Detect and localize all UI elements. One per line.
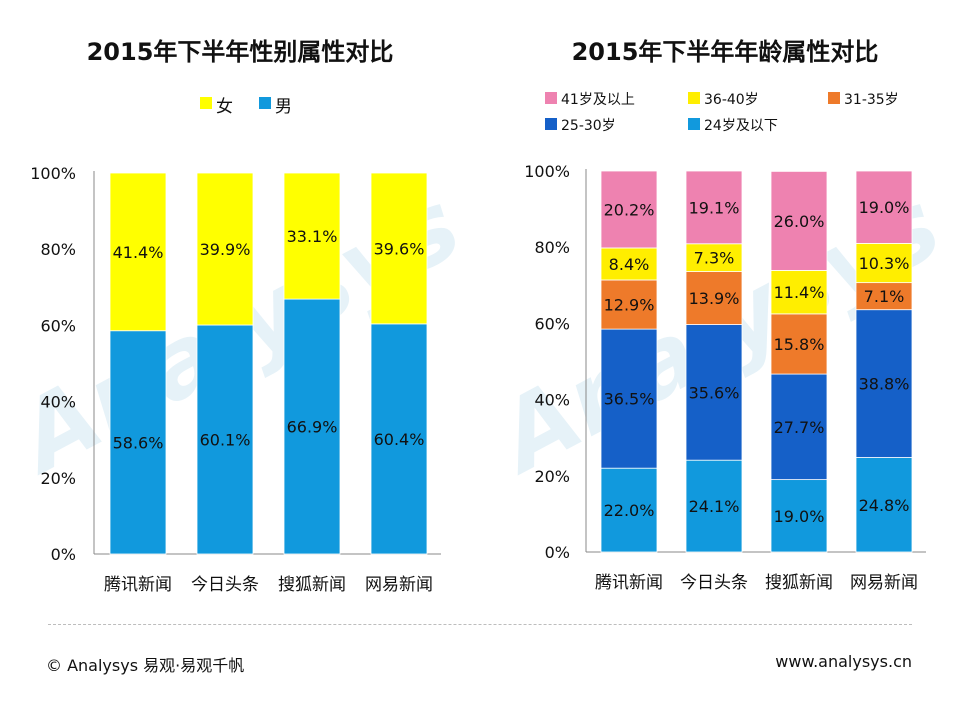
chart1-category-label-1: 腾讯新闻 xyxy=(104,575,172,595)
chart2-bar-4-seg-4 xyxy=(855,242,913,284)
chart1-bar-1-seg-2 xyxy=(109,172,167,332)
chart2-legend-swatch-4 xyxy=(545,118,557,130)
chart2-bar-4-seg-1 xyxy=(855,457,913,553)
chart2-data-label-2-4: 7.3% xyxy=(694,249,735,268)
chart1-bar-2-seg-2 xyxy=(196,172,254,326)
chart2-bar-2-seg-5 xyxy=(685,170,743,245)
chart2-bar-3-seg-4 xyxy=(770,270,828,315)
chart2-y-tick-3: 40% xyxy=(534,391,570,410)
chart2-data-label-4-3: 7.1% xyxy=(864,287,905,306)
chart1-bar-3-seg-1 xyxy=(283,298,341,555)
chart1-category-label-2: 今日头条 xyxy=(191,575,259,595)
chart1-data-label-3-1: 66.9% xyxy=(287,418,338,437)
chart2-legend-swatch-5 xyxy=(688,118,700,130)
chart2-legend-swatch-1 xyxy=(545,92,557,104)
chart2-bar-1-seg-1 xyxy=(600,467,658,553)
chart2-category-label-2: 今日头条 xyxy=(680,573,748,593)
chart2-legend-label-4: 25-30岁 xyxy=(561,118,616,134)
chart1-data-label-4-1: 60.4% xyxy=(374,430,425,449)
chart2-bar-3-seg-2 xyxy=(770,373,828,481)
chart2-data-label-3-3: 15.8% xyxy=(774,335,825,354)
chart2-data-label-1-1: 22.0% xyxy=(604,501,655,520)
chart2-bar-1-seg-2 xyxy=(600,328,658,469)
chart1-bar-1-seg-1 xyxy=(109,330,167,555)
footer-website[interactable]: www.analysys.cn xyxy=(775,652,912,671)
chart1-bar-4-seg-2 xyxy=(370,172,428,325)
chart1-data-label-3-2: 33.1% xyxy=(287,227,338,246)
chart2-data-label-2-5: 19.1% xyxy=(689,198,740,217)
footer-divider xyxy=(48,624,912,625)
chart2-data-label-3-2: 27.7% xyxy=(774,418,825,437)
chart2-legend-label-5: 24岁及以下 xyxy=(704,118,778,134)
chart1-data-label-1-1: 58.6% xyxy=(113,433,164,452)
chart1-data-label-4-2: 39.6% xyxy=(374,239,425,258)
chart1-data-label-1-2: 41.4% xyxy=(113,243,164,262)
chart1-data-label-2-2: 39.9% xyxy=(200,240,251,259)
chart2-bar-3-seg-5 xyxy=(770,170,828,271)
chart2-bar-4-seg-5 xyxy=(855,170,913,244)
chart2-data-label-2-3: 13.9% xyxy=(689,289,740,308)
chart2-data-label-3-4: 11.4% xyxy=(774,283,825,302)
chart2-data-label-1-5: 20.2% xyxy=(604,200,655,219)
chart2-bar-3-seg-3 xyxy=(770,313,828,375)
chart1-legend-swatch-1 xyxy=(200,97,212,109)
chart2-category-label-1: 腾讯新闻 xyxy=(595,573,663,593)
chart2-title: 2015年下半年年龄属性对比 xyxy=(572,38,879,66)
chart2-bar-4-seg-3 xyxy=(855,282,913,311)
chart1-y-tick-1: 0% xyxy=(51,545,76,564)
chart1-category-label-4: 网易新闻 xyxy=(365,575,433,595)
chart2-legend-label-1: 41岁及以上 xyxy=(561,92,635,108)
chart2-bar-2-seg-3 xyxy=(685,271,743,325)
chart2-data-label-4-2: 38.8% xyxy=(859,375,910,394)
chart1-bar-2-seg-1 xyxy=(196,324,254,555)
chart2-data-label-4-5: 19.0% xyxy=(859,198,910,217)
chart1-title: 2015年下半年性别属性对比 xyxy=(87,38,394,66)
chart2-bar-1-seg-4 xyxy=(600,247,658,281)
chart2-y-tick-1: 0% xyxy=(545,543,570,562)
chart2-data-label-1-4: 8.4% xyxy=(609,255,650,274)
chart2-data-label-4-4: 10.3% xyxy=(859,254,910,273)
chart1-legend-swatch-2 xyxy=(259,97,271,109)
chart2-data-label-2-1: 24.1% xyxy=(689,497,740,516)
chart2-data-label-1-2: 36.5% xyxy=(604,390,655,409)
chart1-y-tick-6: 100% xyxy=(30,164,76,183)
chart2-bar-1-seg-3 xyxy=(600,279,658,330)
chart1-y-tick-5: 80% xyxy=(40,240,76,259)
chart2-data-label-3-1: 19.0% xyxy=(774,507,825,526)
footer-copyright: © Analysys 易观·易观千帆 xyxy=(46,656,245,675)
chart1-category-label-3: 搜狐新闻 xyxy=(278,575,346,595)
chart1-y-tick-4: 60% xyxy=(40,316,76,335)
chart2-legend-swatch-2 xyxy=(688,92,700,104)
chart2-y-tick-5: 80% xyxy=(534,238,570,257)
chart2-data-label-3-5: 26.0% xyxy=(774,212,825,231)
chart2-y-tick-4: 60% xyxy=(534,314,570,333)
chart2-category-label-4: 网易新闻 xyxy=(850,573,918,593)
chart2-data-label-1-3: 12.9% xyxy=(604,296,655,315)
chart2-data-label-2-2: 35.6% xyxy=(689,383,740,402)
chart1-bar-3-seg-2 xyxy=(283,172,341,300)
chart1-y-tick-3: 40% xyxy=(40,393,76,412)
chart1-y-tick-2: 20% xyxy=(40,469,76,488)
chart2-bar-2-seg-4 xyxy=(685,243,743,272)
chart1-legend-label-2: 男 xyxy=(275,97,292,117)
chart2-y-tick-6: 100% xyxy=(524,162,570,181)
chart2-y-tick-2: 20% xyxy=(534,467,570,486)
chart2-legend-label-2: 36-40岁 xyxy=(704,92,759,108)
chart2-legend-label-3: 31-35岁 xyxy=(844,92,899,108)
chart2-legend-swatch-3 xyxy=(828,92,840,104)
chart1-data-label-2-1: 60.1% xyxy=(200,431,251,450)
chart2-bar-1-seg-5 xyxy=(600,170,658,249)
chart2-data-label-4-1: 24.8% xyxy=(859,496,910,515)
chart2-bar-4-seg-2 xyxy=(855,309,913,458)
chart1-legend-label-1: 女 xyxy=(216,97,233,117)
chart2-category-label-3: 搜狐新闻 xyxy=(765,573,833,593)
